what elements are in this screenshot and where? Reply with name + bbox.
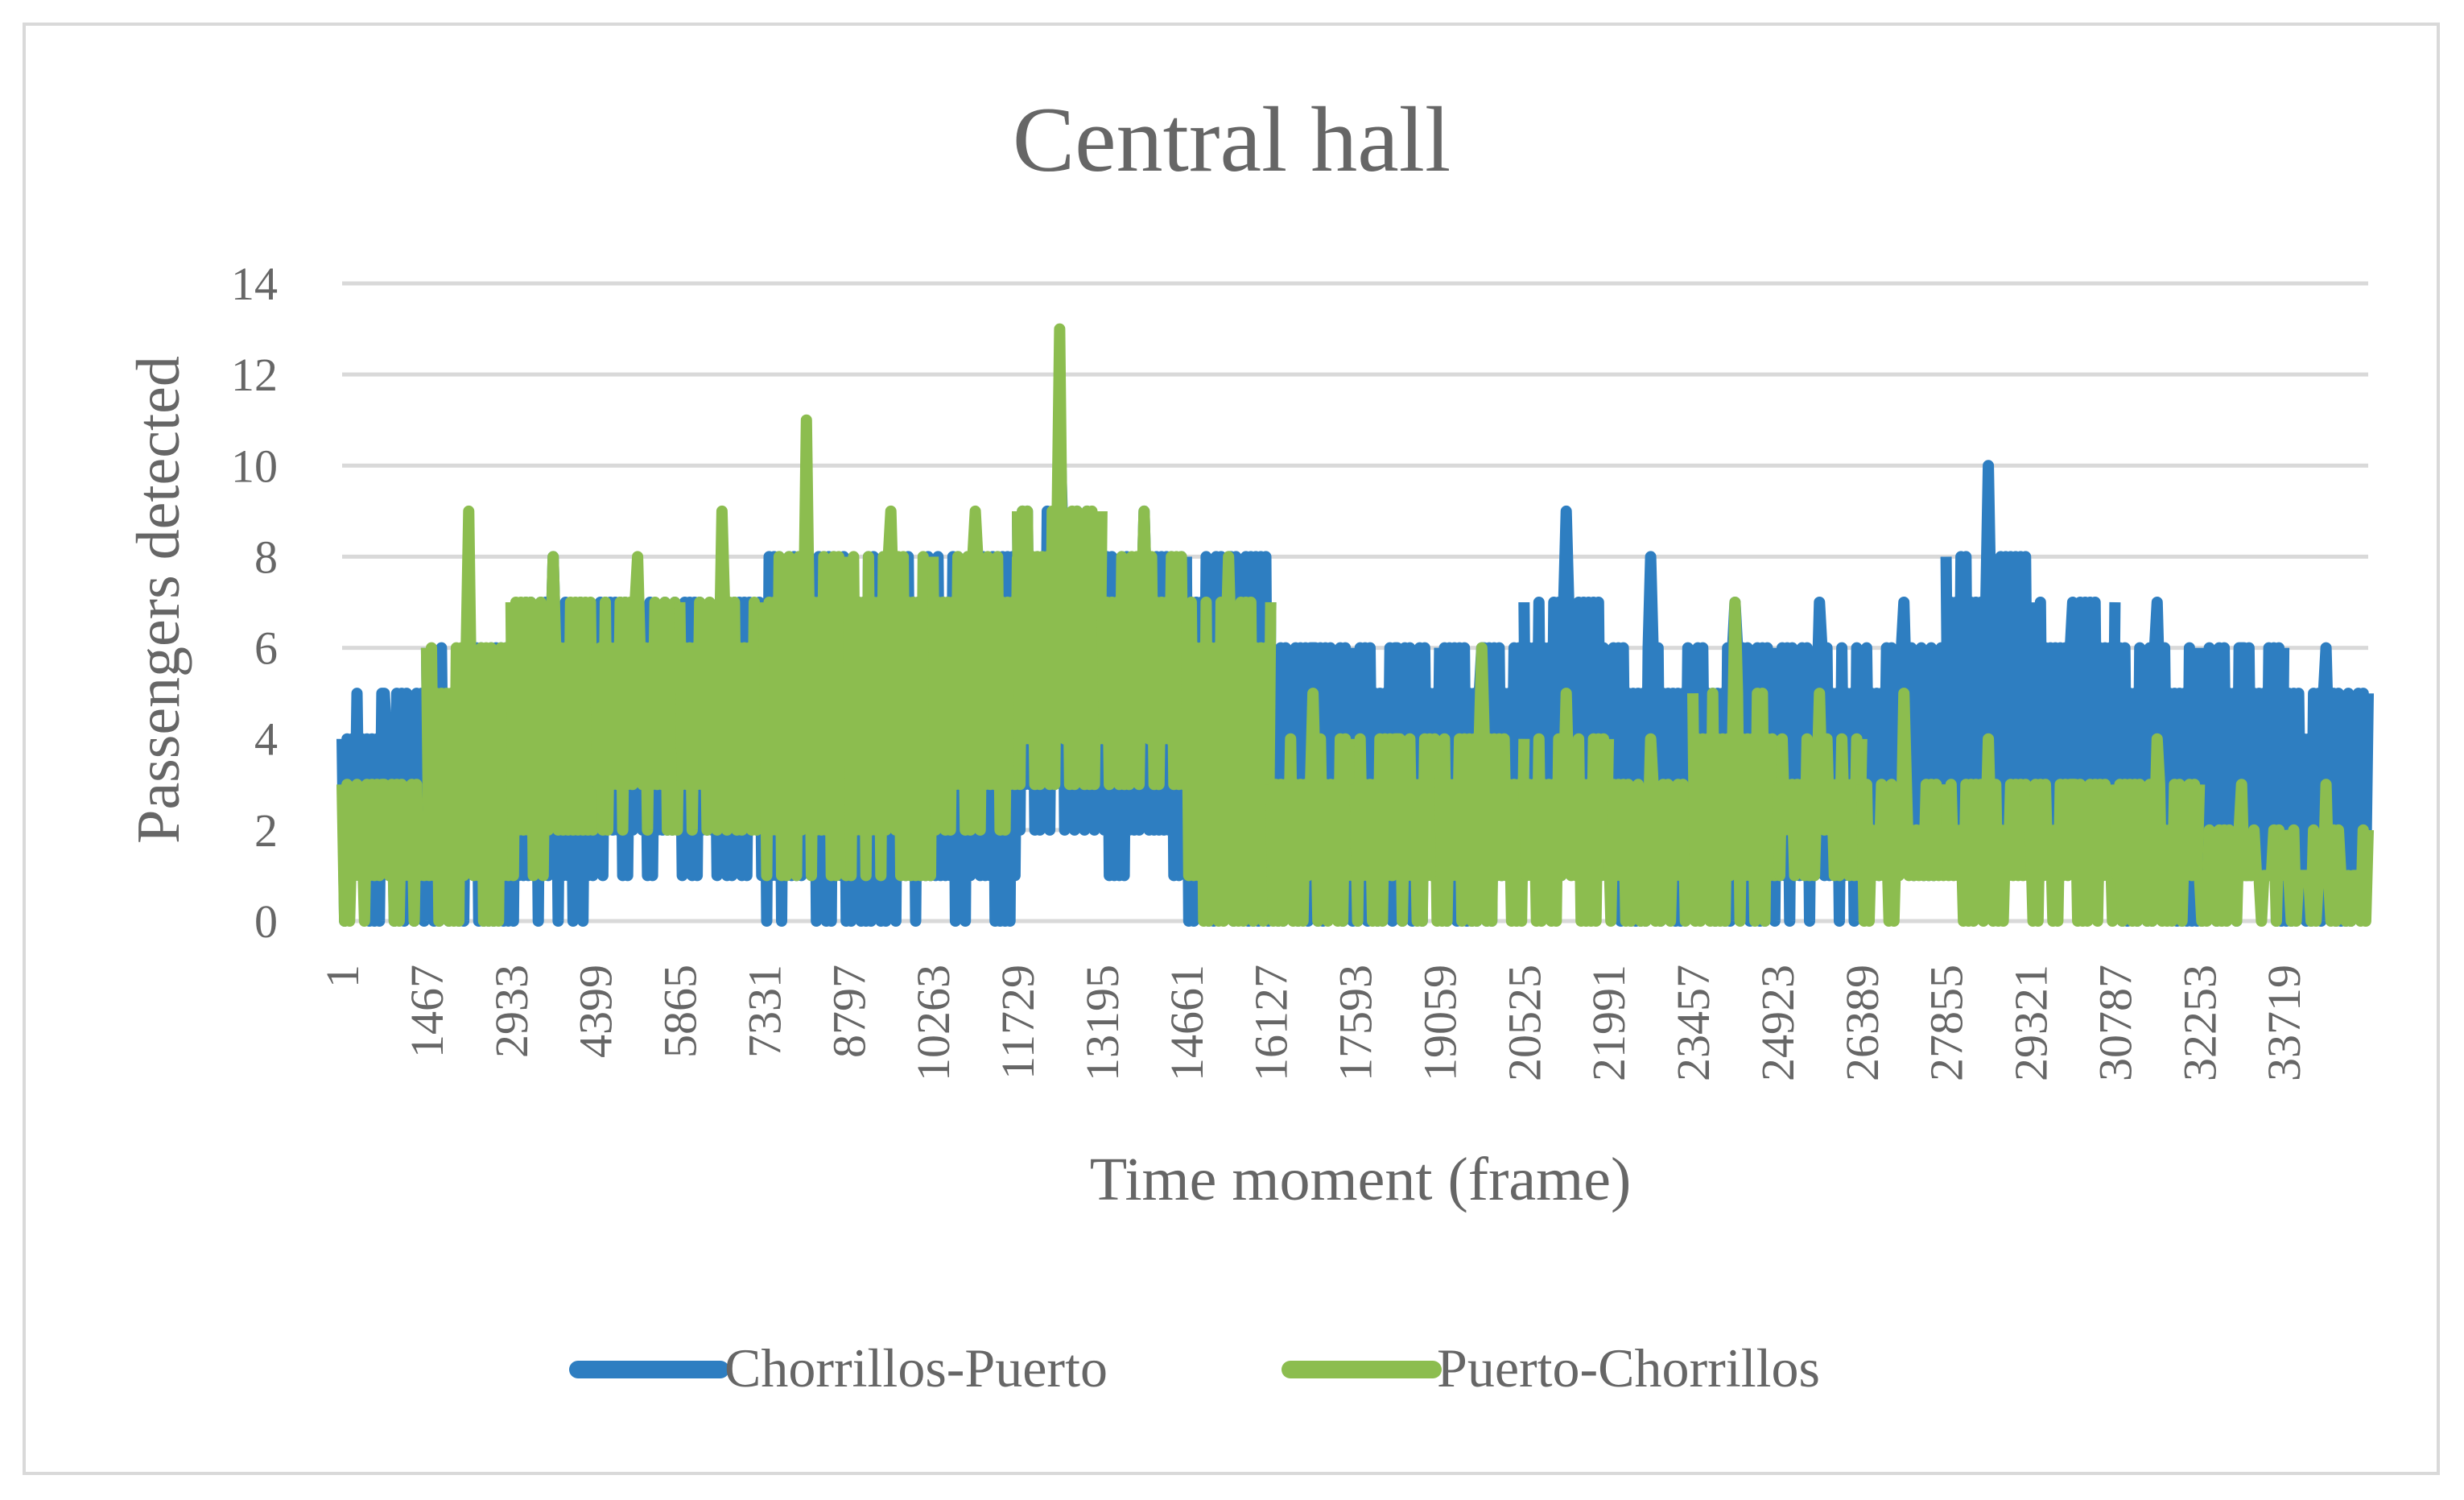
series-segment bbox=[2278, 779, 2374, 927]
x-tick-label: 13195 bbox=[1076, 965, 1129, 1081]
x-tick-label: 5865 bbox=[654, 965, 707, 1058]
x-tick-label: 32253 bbox=[2173, 965, 2226, 1081]
y-tick-label: 14 bbox=[231, 258, 278, 310]
y-tick-label: 12 bbox=[231, 349, 278, 401]
x-tick-label: 14661 bbox=[1161, 965, 1213, 1081]
series-segment bbox=[2024, 779, 2121, 927]
x-tick-label: 33719 bbox=[2258, 965, 2310, 1081]
x-tick-label: 16127 bbox=[1245, 965, 1298, 1081]
legend-item-chorrillos-puerto[interactable]: Chorrillos-Puerto bbox=[569, 1337, 1108, 1399]
x-tick-label: 10263 bbox=[907, 965, 960, 1081]
y-tick-label: 10 bbox=[231, 440, 278, 492]
x-tick-label: 17593 bbox=[1330, 965, 1382, 1081]
y-tick-labels: 0 2 4 6 8 10 12 14 bbox=[231, 258, 278, 948]
series-segment bbox=[1180, 551, 1277, 927]
x-tick-label: 29321 bbox=[2005, 965, 2057, 1081]
x-tick-label: 1467 bbox=[401, 965, 453, 1058]
y-tick-label: 6 bbox=[254, 622, 278, 675]
x-tick-label: 27855 bbox=[1921, 965, 1973, 1081]
series-segment bbox=[674, 505, 770, 836]
series-segment bbox=[2194, 642, 2290, 927]
series-segment bbox=[1940, 733, 2037, 927]
y-axis-label: Passengers detected bbox=[125, 356, 192, 844]
legend: Chorrillos-Puerto Puerto-Chorrillos bbox=[569, 1337, 1820, 1399]
series-segment bbox=[589, 551, 686, 836]
series-area bbox=[336, 323, 2374, 927]
series-segment bbox=[758, 414, 855, 882]
y-tick-label: 0 bbox=[254, 895, 278, 948]
series-segment bbox=[1265, 688, 1361, 927]
series-segment bbox=[843, 505, 939, 882]
series-segment bbox=[2278, 642, 2374, 927]
x-tick-label: 24923 bbox=[1752, 965, 1804, 1081]
y-tick-label: 8 bbox=[254, 531, 278, 583]
x-tick-label: 2933 bbox=[485, 965, 538, 1058]
x-tick-label: 11729 bbox=[992, 965, 1044, 1080]
series-segment bbox=[1603, 733, 1698, 927]
x-tick-label: 23457 bbox=[1667, 965, 1719, 1081]
series-segment bbox=[2109, 597, 2206, 927]
x-tick-label: 8797 bbox=[823, 965, 875, 1058]
series-segment bbox=[505, 551, 601, 882]
series-segment bbox=[1855, 688, 1952, 927]
series-segment bbox=[1349, 733, 1446, 927]
x-tick-label: 30787 bbox=[2089, 965, 2141, 1081]
series-segment bbox=[927, 505, 1023, 836]
y-tick-label: 2 bbox=[254, 804, 278, 857]
x-tick-label: 26389 bbox=[1836, 965, 1888, 1081]
series-segment bbox=[2024, 597, 2121, 882]
series-segment bbox=[336, 779, 432, 927]
series-segment bbox=[1687, 597, 1783, 927]
x-tick-label: 20525 bbox=[1498, 965, 1550, 1081]
chart-title: Central hall bbox=[1013, 89, 1451, 192]
series-puerto-chorrillos bbox=[336, 323, 2374, 927]
series-segment bbox=[2194, 779, 2290, 927]
x-tick-label: 19059 bbox=[1414, 965, 1466, 1081]
x-tick-label: 1 bbox=[316, 965, 369, 988]
series-segment bbox=[1771, 688, 1868, 882]
x-tick-labels: 1 1467 2933 4399 5865 7331 8797 10263 11729 13195… bbox=[316, 965, 2310, 1081]
series-segment bbox=[1940, 460, 2037, 882]
legend-item-puerto-chorrillos[interactable]: Puerto-Chorrillos bbox=[1282, 1337, 1820, 1399]
x-axis-label: Time moment (frame) bbox=[1090, 1146, 1632, 1213]
legend-label-puerto-chorrillos: Puerto-Chorrillos bbox=[1437, 1337, 1820, 1399]
series-segment bbox=[1349, 642, 1446, 927]
y-tick-label: 4 bbox=[254, 713, 278, 766]
series-segment bbox=[1518, 688, 1615, 927]
series-segment bbox=[1096, 505, 1192, 791]
legend-label-chorrillos-puerto: Chorrillos-Puerto bbox=[724, 1337, 1108, 1399]
x-tick-label: 7331 bbox=[738, 965, 790, 1058]
series-segment bbox=[1518, 505, 1615, 882]
series-segment bbox=[420, 505, 517, 927]
series-segment bbox=[2109, 733, 2206, 927]
series-segment bbox=[1603, 551, 1698, 927]
x-tick-label: 4399 bbox=[570, 965, 622, 1058]
x-tick-label: 21991 bbox=[1583, 965, 1635, 1081]
series-segment bbox=[1434, 642, 1530, 927]
series-segment bbox=[1012, 323, 1108, 791]
series-segment bbox=[1855, 597, 1952, 882]
